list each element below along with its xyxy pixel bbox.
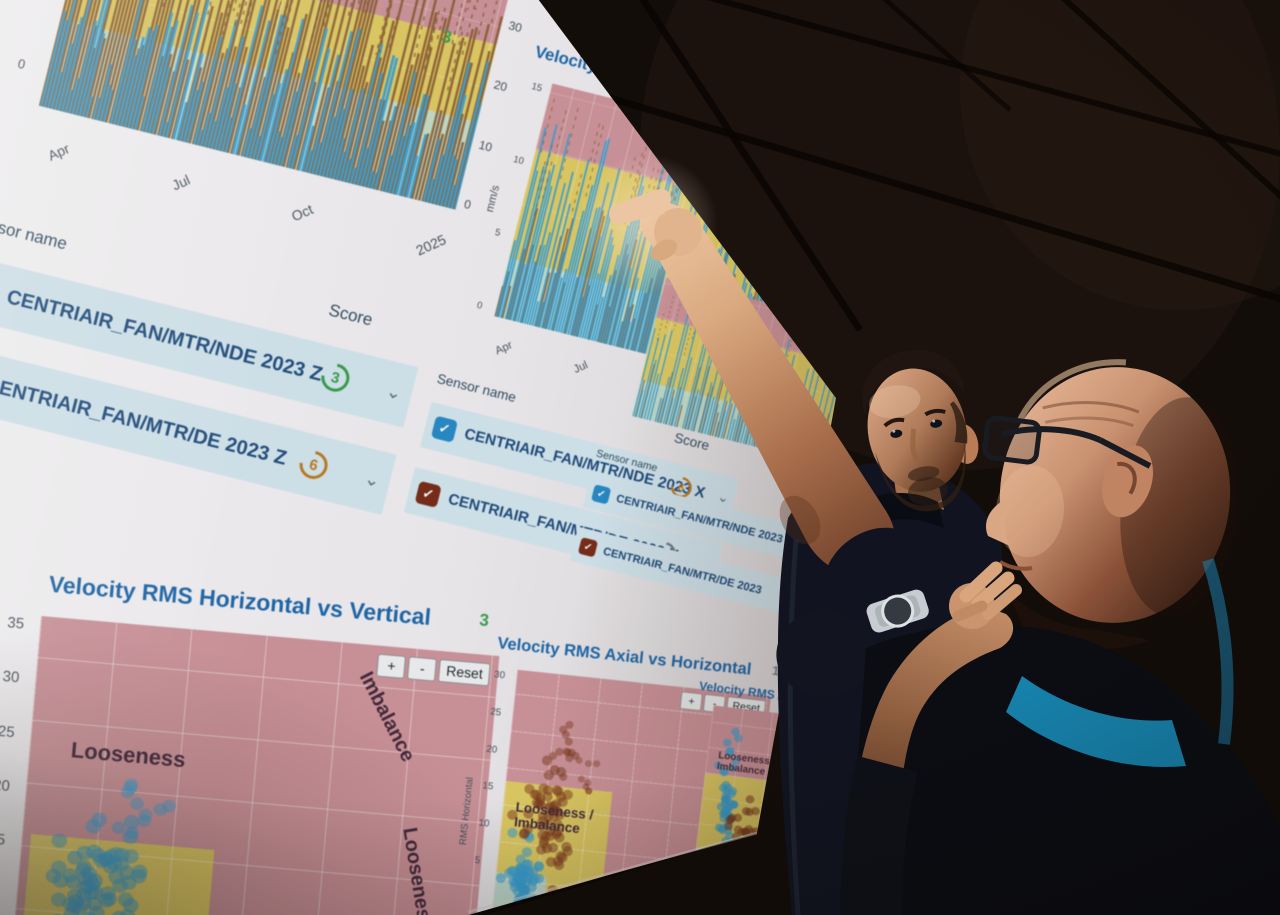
foreground-figures	[467, 0, 1280, 915]
